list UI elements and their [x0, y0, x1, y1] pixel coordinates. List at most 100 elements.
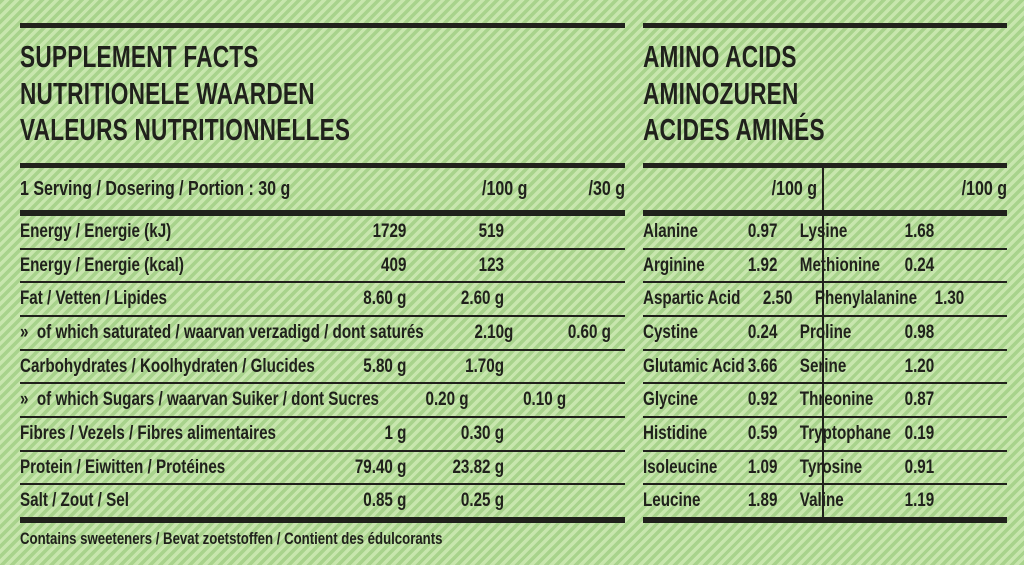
table-row: Protein / Eiwitten / Protéines 79.40 g 2…: [20, 452, 625, 486]
heading-divider-rule: [643, 163, 1007, 168]
amino-name: Isoleucine: [643, 456, 718, 478]
table-row: Fat / Vetten / Lipides 8.60 g 2.60 g: [20, 283, 625, 318]
amino-value: 0.92: [747, 389, 778, 411]
heading-divider-rule: [20, 163, 625, 168]
amino-value: 0.98: [904, 321, 935, 343]
value-per-100g: 1729: [372, 220, 407, 242]
amino-value: 1.92: [747, 254, 778, 276]
value-per-100g: 0.85 g: [363, 490, 407, 512]
serving-header-row: 1 Serving / Dosering / Portion : 30 g /1…: [20, 169, 625, 210]
amino-name: Alanine: [643, 220, 698, 242]
amino-name: Glycine: [643, 389, 698, 411]
amino-table-vertical-divider: [822, 168, 824, 517]
amino-name: Valine: [800, 490, 885, 512]
value-per-30g: 0.25 g: [460, 490, 504, 512]
table-row: Histidine 0.59 Tryptophane 0.19: [643, 418, 1007, 452]
supplement-facts-panel: SUPPLEMENT FACTS NUTRITIONELE WAARDEN VA…: [20, 23, 625, 565]
column-header-per-30g: /30 g: [588, 178, 625, 200]
table-row: Energy / Energie (kJ) 1729 519: [20, 216, 625, 250]
amino-name: Arginine: [643, 254, 705, 276]
table-row: Isoleucine 1.09 Tyrosine 0.91: [643, 452, 1007, 486]
amino-value: 0.87: [904, 389, 935, 411]
amino-value: 0.24: [904, 254, 935, 276]
amino-value: 1.89: [747, 490, 778, 512]
amino-value: 1.20: [904, 355, 935, 377]
table-row: Fibres / Vezels / Fibres alimentaires 1 …: [20, 418, 625, 452]
table-row: » of which Sugars / waarvan Suiker / don…: [20, 384, 625, 419]
value-per-100g: 79.40 g: [354, 456, 407, 478]
table-row: Cystine 0.24 Proline 0.98: [643, 317, 1007, 351]
value-per-30g: 0.10 g: [523, 389, 567, 411]
nutrient-label: » of which saturated / waarvan verzadigd…: [20, 321, 424, 343]
amino-value: 0.97: [747, 220, 778, 242]
column-header-per-100g: /100 g: [961, 178, 1007, 200]
column-header-per-100g: /100 g: [771, 178, 817, 200]
amino-name: Serine: [800, 356, 885, 378]
amino-name: Cystine: [643, 321, 698, 343]
amino-value: 0.24: [747, 321, 778, 343]
value-per-100g: 8.60 g: [363, 288, 407, 310]
title-line-nl: AMINOZUREN: [643, 75, 799, 111]
nutrient-label: » of which Sugars / waarvan Suiker / don…: [20, 389, 379, 411]
table-row: Carbohydrates / Koolhydraten / Glucides …: [20, 351, 625, 385]
amino-name: Tryptophane: [799, 422, 892, 444]
table-row: Leucine 1.89 Valine 1.19: [643, 485, 1007, 517]
amino-value: 3.66: [747, 355, 778, 377]
amino-name: Methionine: [799, 254, 881, 276]
table-row: Glycine 0.92 Threonine 0.87: [643, 384, 1007, 419]
amino-name: Tyrosine: [799, 456, 863, 478]
top-rule: [20, 23, 625, 28]
amino-name: Phenylalanine: [814, 288, 918, 310]
table-row: Salt / Zout / Sel 0.85 g 0.25 g: [20, 485, 625, 517]
title-line-fr: VALEURS NUTRITIONNELLES: [20, 112, 351, 147]
amino-value: 0.19: [904, 422, 935, 444]
value-per-100g: 5.80 g: [363, 355, 407, 377]
amino-value: 2.50: [762, 288, 793, 310]
amino-value: 1.68: [904, 220, 935, 242]
amino-name: Threonine: [799, 389, 874, 411]
amino-name: Glutamic Acid: [643, 355, 745, 377]
amino-value: 0.91: [904, 456, 935, 478]
value-per-30g: 23.82 g: [452, 456, 504, 478]
nutrition-table: Energy / Energie (kJ) 1729 519 Energy / …: [20, 216, 625, 517]
amino-name: Histidine: [643, 422, 708, 444]
title-line-nl: NUTRITIONELE WAARDEN: [20, 75, 315, 111]
amino-name: Aspartic Acid: [643, 288, 741, 310]
table-row: Aspartic Acid 2.50 Phenylalanine 1.30: [643, 283, 1007, 318]
value-per-30g: 2.60 g: [460, 288, 504, 310]
serving-size-label: 1 Serving / Dosering / Portion : 30 g: [20, 178, 291, 200]
nutrient-label: Fat / Vetten / Lipides: [20, 288, 167, 310]
amino-value: 0.59: [747, 422, 778, 444]
nutrient-label: Energy / Energie (kcal): [20, 254, 184, 276]
value-per-30g: 0.60 g: [567, 321, 611, 343]
amino-value: 1.30: [934, 288, 965, 310]
nutrient-label: Salt / Zout / Sel: [20, 490, 129, 512]
table-row: » of which saturated / waarvan verzadigd…: [20, 317, 625, 351]
nutrient-label: Carbohydrates / Koolhydraten / Glucides: [20, 355, 315, 377]
nutrient-label: Energy / Energie (kJ): [20, 220, 172, 242]
amino-name: Leucine: [643, 490, 701, 512]
bottom-rule: [643, 517, 1007, 523]
amino-acids-table: Alanine 0.97 Lysine 1.68 Arginine 1.92 Meth…: [643, 216, 1007, 517]
value-per-100g: 1 g: [384, 422, 407, 444]
amino-name: Lysine: [800, 221, 885, 243]
table-row: Alanine 0.97 Lysine 1.68: [643, 216, 1007, 250]
column-header-per-100g: /100 g: [482, 178, 528, 200]
amino-acids-panel: AMINO ACIDS AMINOZUREN ACIDES AMINÉS /10…: [643, 23, 1007, 523]
sweeteners-footnote: Contains sweeteners / Bevat zoetstoffen …: [20, 530, 443, 548]
value-per-30g: 0.30 g: [460, 422, 504, 444]
nutrient-label: Protein / Eiwitten / Protéines: [20, 456, 226, 478]
value-per-30g: 1.70g: [465, 355, 504, 377]
value-per-100g: 0.20 g: [425, 389, 469, 411]
value-per-30g: 123: [478, 254, 504, 276]
title-line-en: SUPPLEMENT FACTS: [20, 39, 259, 74]
value-per-100g: 2.10g: [474, 321, 514, 343]
top-rule: [643, 23, 1007, 28]
amino-acids-title: AMINO ACIDS AMINOZUREN ACIDES AMINÉS: [643, 39, 1007, 149]
value-per-100g: 409: [381, 254, 407, 276]
supplement-facts-title: SUPPLEMENT FACTS NUTRITIONELE WAARDEN VA…: [20, 39, 625, 149]
amino-value: 1.19: [904, 490, 935, 512]
bottom-rule: [20, 517, 625, 523]
